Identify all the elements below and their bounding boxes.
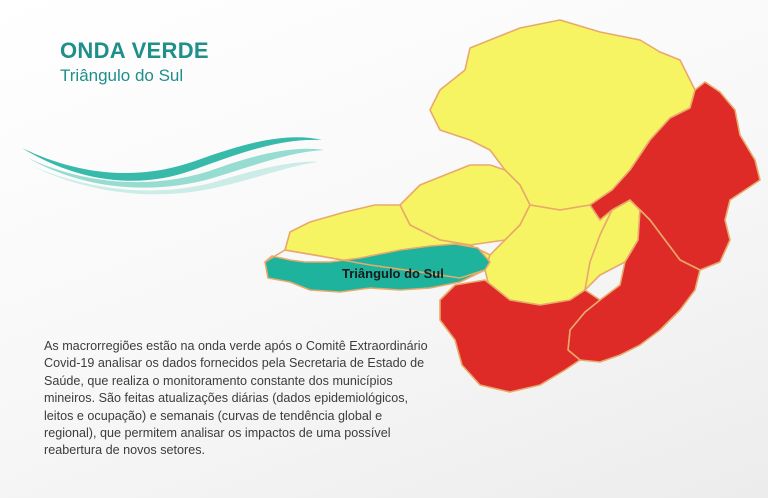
minas-gerais-map	[264, 19, 761, 393]
page-subtitle: Triângulo do Sul	[60, 66, 184, 85]
region-southeast	[567, 209, 701, 363]
page-title: ONDA VERDE	[60, 38, 209, 63]
wave-decoration	[22, 137, 324, 195]
region-south	[439, 279, 601, 393]
map-region-label: Triângulo do Sul	[342, 266, 444, 281]
description-paragraph: As macrorregiões estão na onda verde apó…	[44, 339, 428, 458]
region-triangulo-do-sul	[264, 243, 491, 293]
